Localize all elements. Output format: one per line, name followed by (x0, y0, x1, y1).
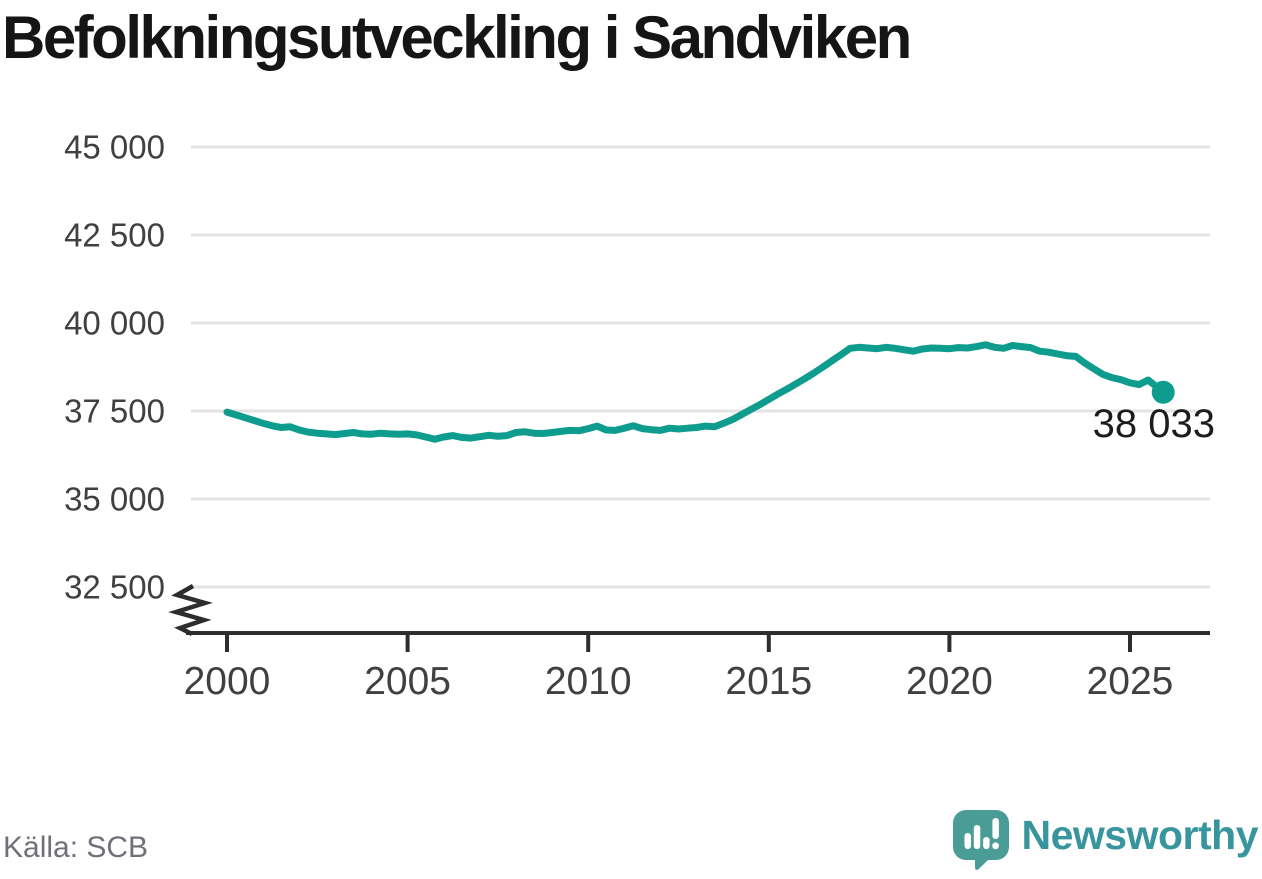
population-line-chart: 45 000 42 500 40 000 37 500 35 000 32 500 2000… (64, 129, 1215, 704)
x-axis-tick-label: 2010 (545, 660, 632, 703)
page-title: Befolkningsutveckling i Sandviken (2, 4, 912, 71)
population-series-line (223, 341, 1167, 443)
y-axis-tick-label: 32 500 (64, 569, 165, 606)
bar-icon-tiny (982, 837, 990, 849)
x-axis-tick-label: 2025 (1087, 660, 1174, 703)
bar-icon-short (964, 833, 971, 849)
speech-bubble-shape (952, 810, 1009, 870)
x-axis-tick-label: 2000 (184, 660, 271, 703)
y-axis-tick-label: 37 500 (64, 393, 165, 430)
x-axis-tick-label: 2005 (364, 660, 451, 703)
source-label: Källa: SCB (3, 831, 149, 864)
end-value-label: 38 033 (1093, 402, 1215, 446)
y-axis-tick-label: 42 500 (64, 217, 165, 254)
bar-icon-tall (973, 825, 980, 849)
exclamation-bar-icon (991, 818, 999, 839)
series-end-dot (1151, 380, 1175, 404)
newsworthy-wordmark: Newsworthy (1021, 811, 1259, 858)
newsworthy-logo: Newsworthy (952, 809, 1259, 871)
x-axis-tick-label: 2015 (725, 660, 812, 703)
exclamation-dot-icon (991, 842, 999, 850)
y-axis-tick-label: 35 000 (64, 481, 165, 518)
newsworthy-bar-chart-icon (952, 810, 1009, 870)
x-axis-tick-label: 2020 (906, 660, 993, 703)
y-axis-tick-label: 45 000 (64, 129, 165, 166)
axis-break-zigzag (168, 584, 213, 637)
y-axis-tick-label: 40 000 (64, 305, 165, 342)
